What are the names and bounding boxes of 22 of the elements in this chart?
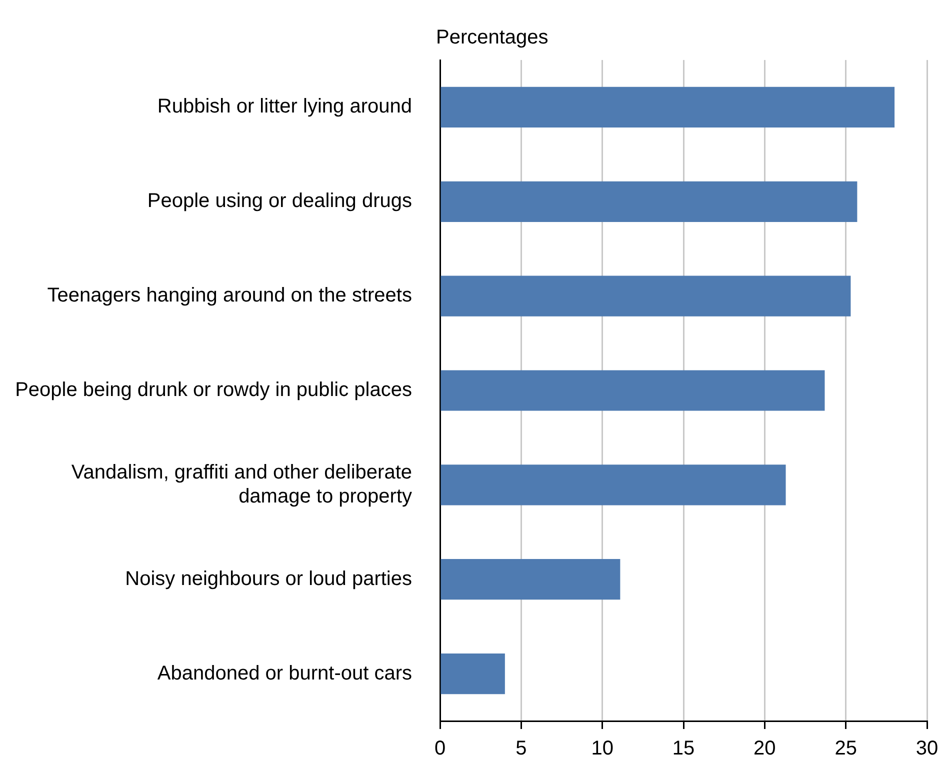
bar bbox=[440, 370, 825, 411]
y-tick-label: Rubbish or litter lying around bbox=[157, 96, 412, 118]
y-tick-label: Vandalism, graffiti and other deliberate damage to property bbox=[71, 461, 412, 508]
bar bbox=[440, 86, 895, 128]
x-tick-label: 0 bbox=[434, 738, 446, 760]
y-tick-label: Abandoned or burnt-out cars bbox=[157, 662, 412, 684]
bar bbox=[440, 559, 620, 600]
bar bbox=[440, 276, 851, 316]
y-tick-label: People being drunk or rowdy in public places bbox=[15, 379, 412, 402]
y-tick-label: Noisy neighbours or loud parties bbox=[125, 568, 412, 590]
x-tick-label: 15 bbox=[672, 738, 695, 760]
x-tick-label: 5 bbox=[516, 738, 527, 760]
x-tick-label: 20 bbox=[754, 738, 776, 760]
x-tick-label: 25 bbox=[834, 738, 857, 760]
x-tick-label: 10 bbox=[591, 738, 614, 760]
x-axis-title: Percentages bbox=[436, 26, 548, 49]
x-tick-label: 30 bbox=[916, 738, 938, 760]
y-tick-label: Teenagers hanging around on the streets bbox=[47, 284, 412, 307]
y-tick-label: People using or dealing drugs bbox=[147, 190, 412, 212]
bar bbox=[440, 464, 786, 506]
bar bbox=[440, 653, 505, 694]
bar bbox=[440, 181, 858, 222]
